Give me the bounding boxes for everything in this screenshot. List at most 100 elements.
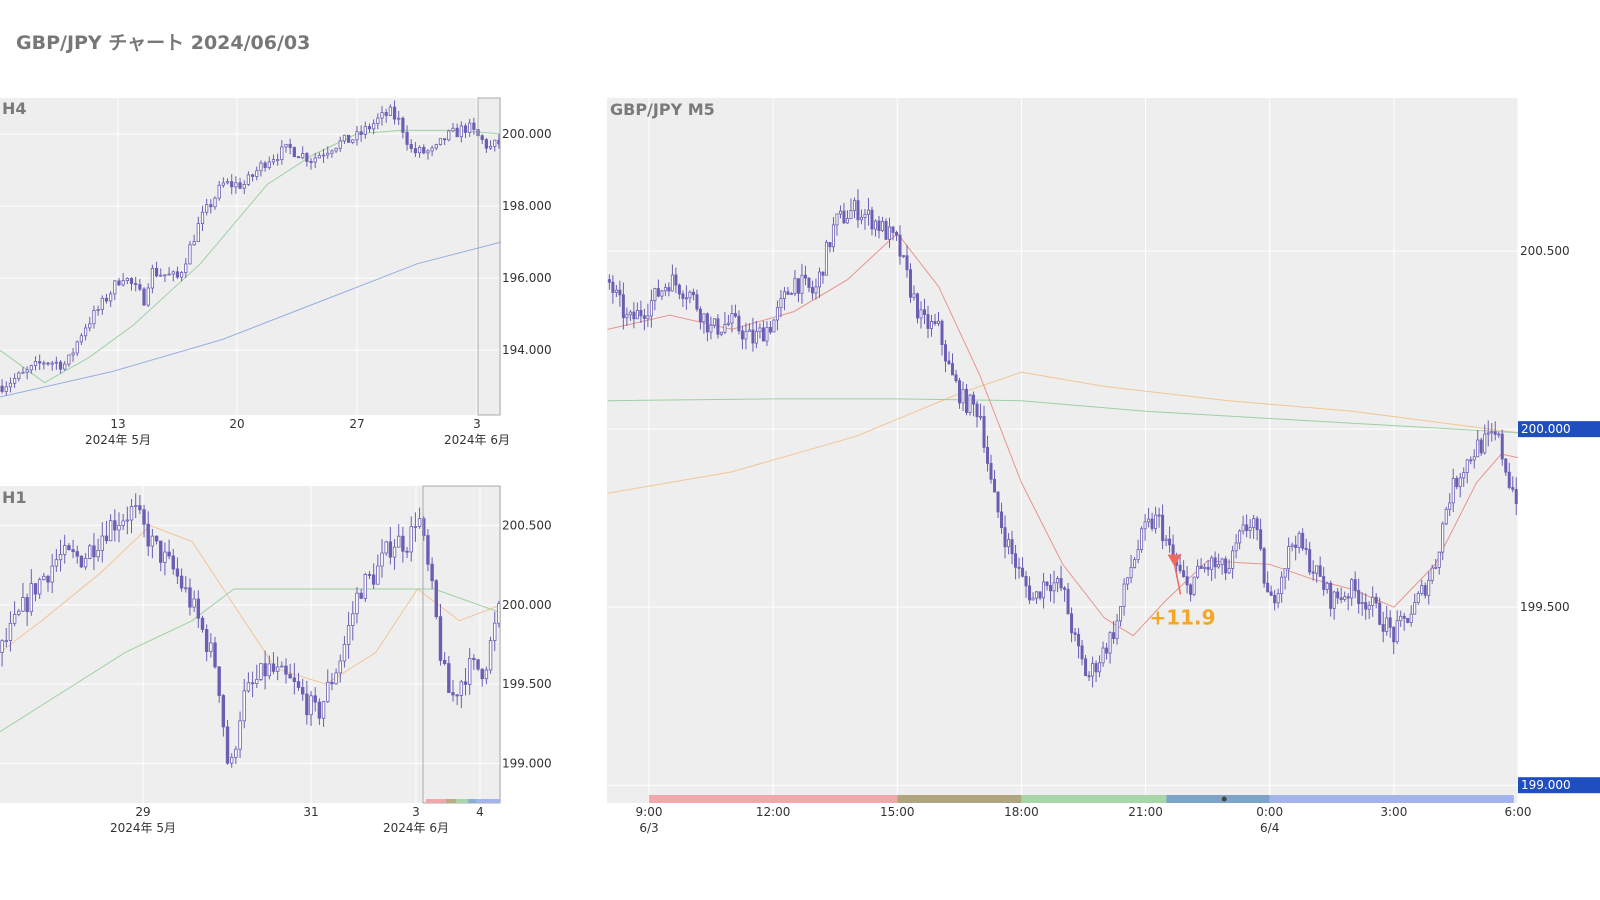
candle-body: [280, 146, 284, 160]
candle-body: [146, 287, 150, 306]
candle-body: [1451, 478, 1455, 504]
candle-body: [1150, 518, 1154, 529]
candle-body: [96, 309, 100, 311]
candle-body: [305, 693, 309, 716]
candle-body: [167, 273, 171, 276]
m5-session-bar: [649, 795, 1514, 803]
candle-body: [1143, 521, 1147, 530]
candle-body: [58, 361, 63, 370]
candle-body: [405, 550, 409, 553]
candle-body: [33, 583, 38, 595]
candle-body: [134, 283, 138, 286]
candle-body: [430, 563, 434, 582]
candle-body: [380, 112, 384, 119]
h4-moving-averages: [0, 129, 502, 398]
candle-body: [317, 701, 322, 719]
candle-body: [789, 293, 793, 295]
candle-body: [384, 112, 388, 116]
candle-body: [1248, 526, 1252, 531]
candle-body: [225, 726, 230, 764]
candle-body: [104, 297, 109, 302]
candle-body: [947, 360, 951, 365]
candle-body: [1136, 549, 1140, 561]
candle-body: [859, 217, 863, 221]
h1-y-tick: 199.500: [502, 677, 552, 691]
candle-body: [1287, 546, 1291, 570]
candle-body: [1388, 617, 1392, 628]
candle-body: [426, 150, 430, 154]
candle-body: [388, 106, 392, 116]
candle-body: [1087, 675, 1091, 678]
candle-body: [912, 293, 916, 298]
candle-body: [100, 535, 104, 551]
candle-body: [434, 144, 438, 149]
candle-body: [1091, 663, 1095, 677]
candle-body: [1357, 590, 1361, 605]
candle-body: [480, 135, 484, 140]
candle-body: [455, 127, 459, 138]
m5-title: GBP/JPY M5: [610, 100, 715, 119]
candle-body: [1140, 528, 1144, 550]
candle-body: [284, 665, 288, 675]
candle-body: [989, 463, 993, 480]
h4-gridlines: [0, 98, 501, 415]
h1-plot-area: [0, 486, 501, 803]
candle-body: [179, 575, 184, 589]
candle-body: [800, 274, 804, 294]
candle-body: [480, 668, 484, 680]
candle-body: [1336, 591, 1340, 599]
h1-session-bar: [426, 799, 500, 803]
candle-body: [1024, 575, 1028, 587]
candle-body: [1350, 579, 1354, 599]
candle-body: [309, 161, 313, 163]
h1-x-sublabel: 2024年 6月: [383, 821, 449, 835]
candle-body: [392, 106, 397, 120]
h4-panel: H4 200.000 198.000 196.000 194.000 13 20 27 3 2…: [0, 97, 552, 447]
candle-body: [1262, 548, 1266, 584]
candle-body: [104, 535, 109, 542]
candle-body: [1224, 558, 1228, 574]
candle-body: [1147, 518, 1151, 523]
candle-body: [142, 509, 146, 525]
candle-body: [238, 720, 242, 750]
candle-body: [1434, 567, 1438, 569]
candle-body: [359, 592, 363, 599]
h4-plot-area: [0, 98, 501, 415]
candle-body: [642, 315, 646, 319]
candle-body: [712, 318, 716, 326]
candle-body: [1112, 632, 1116, 640]
candle-body: [159, 540, 163, 563]
h4-ma-fast-line: [0, 129, 502, 384]
candle-body: [1241, 524, 1245, 532]
h4-x-sublabel: 2024年 5月: [85, 433, 151, 447]
candle-body: [1178, 564, 1182, 572]
candle-body: [625, 314, 629, 319]
candle-body: [230, 181, 234, 188]
candle-body: [75, 551, 79, 557]
candle-body: [979, 415, 983, 418]
candle-body: [887, 226, 891, 240]
h4-x-tick: 3: [473, 417, 481, 431]
candle-body: [705, 313, 709, 333]
candle-body: [301, 153, 305, 159]
candle-body: [67, 545, 71, 551]
candle-body: [88, 323, 92, 329]
candle-body: [965, 388, 969, 413]
candle-body: [472, 657, 476, 661]
candle-body: [1227, 568, 1231, 574]
candle-body: [1108, 632, 1112, 654]
h4-y-tick: 196.000: [502, 271, 552, 285]
candle-body: [259, 663, 263, 680]
candle-body: [621, 294, 625, 319]
m5-x-tick: 18:00: [1004, 805, 1039, 819]
candle-body: [1098, 662, 1102, 673]
candle-body: [8, 622, 13, 641]
candle-body: [184, 263, 188, 274]
candle-body: [225, 181, 230, 184]
candle-body: [138, 284, 142, 290]
h4-x-tick-labels: 13 20 27 3 2024年 5月 2024年 6月: [85, 417, 510, 447]
candle-body: [831, 224, 835, 248]
candle-body: [17, 372, 21, 379]
candle-body: [667, 287, 671, 292]
